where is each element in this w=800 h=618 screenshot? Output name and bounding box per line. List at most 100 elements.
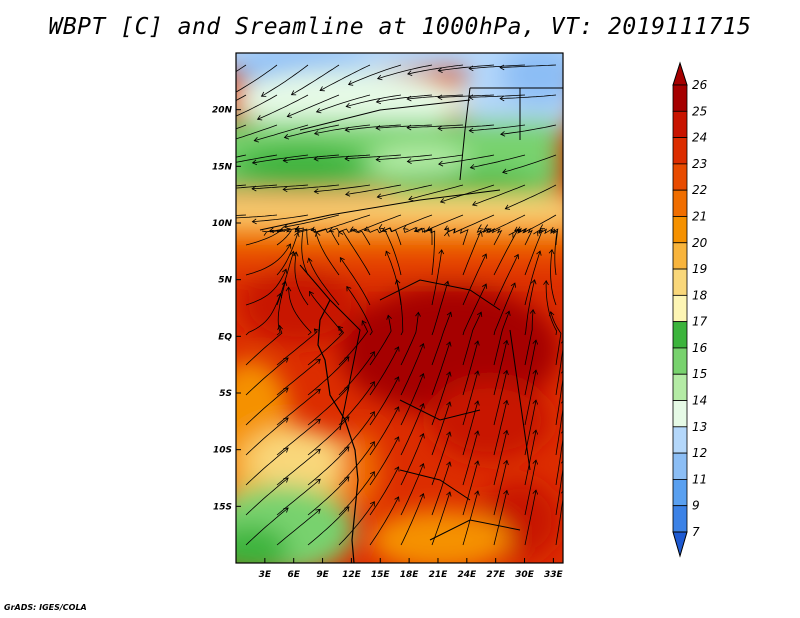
x-tick-label: 3E (259, 570, 272, 580)
streamline (438, 94, 495, 98)
streamline (338, 320, 369, 366)
streamline-arrow (346, 285, 352, 292)
streamline (308, 258, 340, 306)
colorbar-label: 11 (692, 472, 707, 486)
streamline (276, 227, 300, 276)
streamline-arrow (474, 430, 480, 436)
streamline (472, 184, 526, 206)
x-tick-label: 18E (400, 570, 420, 580)
streamline (524, 460, 537, 516)
streamline-arrow (403, 224, 409, 230)
streamline (414, 214, 464, 233)
streamline-arrow (190, 188, 194, 193)
streamline-arrow (344, 155, 350, 162)
streamline-arrow (313, 130, 320, 136)
streamline-arrow (510, 282, 516, 288)
streamline (245, 387, 289, 426)
streamline (369, 436, 399, 486)
streamline (396, 279, 404, 336)
streamline (524, 250, 541, 306)
streamline (252, 214, 309, 223)
streamline (345, 154, 402, 160)
streamline-arrow (363, 226, 370, 232)
streamline (431, 312, 452, 366)
streamline (287, 94, 340, 117)
colorbar-label: 15 (692, 367, 707, 381)
streamline-arrow (292, 251, 299, 257)
streamline-arrow (251, 159, 258, 166)
streamline-arrow (469, 164, 476, 170)
streamline-arrow (500, 131, 506, 137)
streamline (550, 228, 558, 276)
streamline-arrow (347, 80, 354, 86)
streamline (314, 154, 371, 160)
streamline-arrow (386, 314, 392, 320)
streamline-arrow (446, 491, 452, 497)
streamline-arrow (313, 328, 320, 334)
streamline (447, 214, 495, 234)
streamline (500, 64, 557, 68)
streamline (236, 184, 278, 189)
streamline (309, 291, 343, 336)
x-tick-label: 15E (371, 570, 391, 580)
y-tick-label: 20N (212, 106, 233, 116)
streamline-arrow (315, 358, 321, 364)
streamline (307, 476, 350, 516)
streamline (524, 370, 537, 426)
streamline (245, 447, 289, 486)
y-tick-label: 15N (212, 162, 233, 172)
streamline (307, 446, 350, 486)
streamline (338, 501, 375, 546)
streamline-arrow (268, 227, 275, 234)
streamline-arrow (503, 459, 509, 466)
colorbar-label: 13 (692, 420, 707, 434)
streamline (350, 214, 402, 233)
streamline-arrow (375, 156, 381, 163)
streamline-arrow (476, 311, 483, 317)
streamline-arrow (548, 311, 555, 317)
streamline (438, 154, 495, 165)
streamline (431, 491, 451, 546)
streamline-arrow (419, 433, 425, 439)
streamline (369, 315, 392, 366)
streamline-arrow (502, 168, 508, 175)
streamline (493, 370, 508, 426)
streamline (254, 124, 309, 142)
streamline (276, 508, 321, 546)
streamline (276, 448, 321, 486)
colorbar-swatch (672, 216, 688, 244)
streamline-arrow (539, 224, 546, 230)
streamline-arrow (286, 243, 292, 249)
streamline (517, 214, 557, 234)
colorbar-swatch (672, 189, 688, 217)
streamline-arrow (468, 127, 474, 134)
streamline-arrow (516, 226, 523, 232)
streamline (295, 227, 309, 276)
colorbar-swatch (672, 426, 688, 454)
streamline (316, 94, 371, 113)
streamline-arrow (474, 490, 480, 496)
streamline-arrow (468, 65, 474, 72)
streamline (307, 506, 350, 546)
country-borders (259, 87, 563, 563)
streamline (462, 370, 479, 426)
streamline-arrow (319, 86, 325, 92)
streamline (369, 466, 399, 516)
streamline-arrow (290, 90, 297, 96)
streamline-arrow (285, 286, 292, 292)
streamline (338, 230, 371, 276)
streamline (307, 326, 345, 366)
streamline-arrow (505, 310, 511, 316)
streamline-arrow (251, 218, 257, 225)
streamline (288, 287, 312, 336)
streamline-arrow (438, 160, 444, 167)
streamline (493, 282, 516, 336)
streamline-arrow (221, 187, 225, 192)
streamline (493, 254, 519, 306)
streamline (462, 228, 482, 276)
streamline (470, 154, 526, 169)
colorbar-swatch (672, 321, 688, 349)
streamline (276, 418, 321, 456)
streamline-arrow (230, 91, 235, 95)
streamline (307, 416, 350, 456)
